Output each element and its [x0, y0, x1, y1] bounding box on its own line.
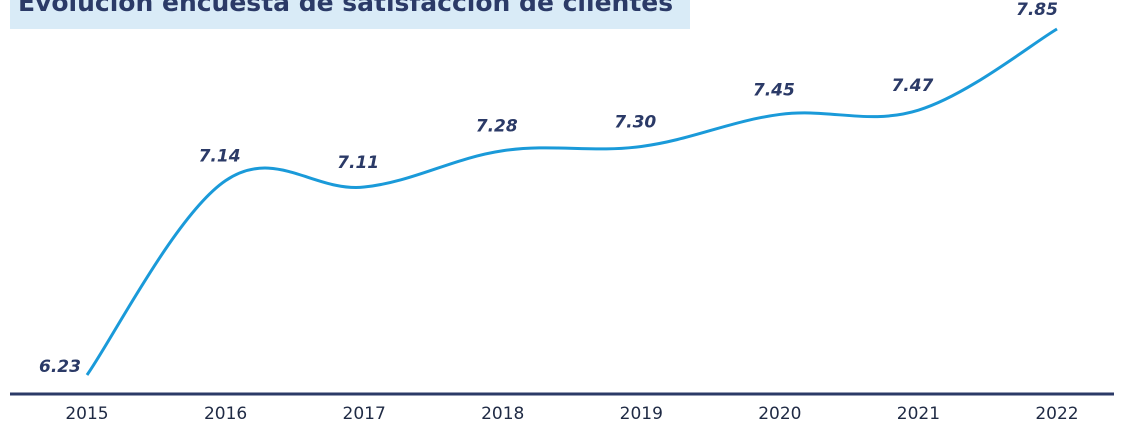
x-tick-label: 2021: [897, 404, 940, 424]
chart-title: Evolución encuesta de satisfacción de cl…: [18, 0, 673, 17]
data-label: 7.47: [891, 76, 933, 96]
data-label: 7.11: [337, 153, 379, 173]
data-label: 7.45: [753, 80, 795, 100]
data-label: 7.85: [1016, 0, 1058, 20]
line: [85, 27, 1058, 376]
data-label: 7.30: [614, 112, 656, 132]
data-label: 7.14: [199, 147, 241, 167]
data-label: 7.28: [476, 117, 518, 137]
x-tick-label: 2015: [65, 404, 108, 424]
x-tick-label: 2022: [1035, 404, 1078, 424]
x-tick-label: 2017: [343, 404, 386, 424]
x-tick-label: 2018: [481, 404, 524, 424]
title-box: [10, 0, 690, 29]
x-tick-label: 2020: [758, 404, 801, 424]
data-label: 6.23: [39, 357, 81, 377]
x-tick-label: 2016: [204, 404, 247, 424]
x-tick-label: 2019: [620, 404, 663, 424]
